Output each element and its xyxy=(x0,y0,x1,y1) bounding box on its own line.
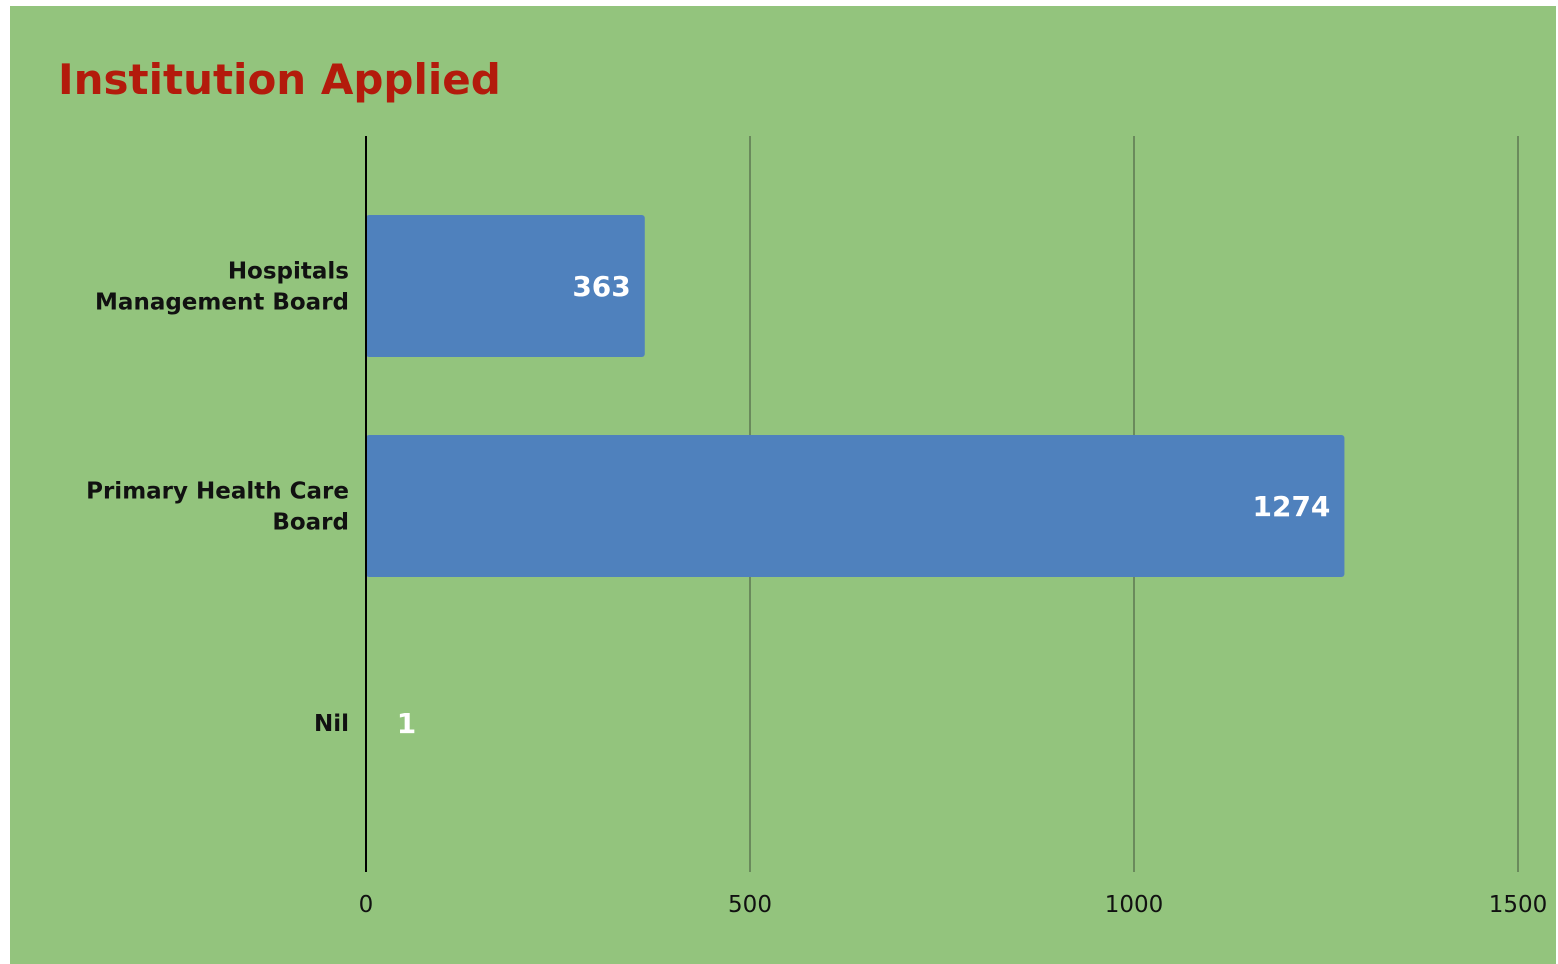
category-label: Board xyxy=(272,510,349,536)
category-label: Nil xyxy=(314,711,349,737)
category-label: Hospitals xyxy=(228,259,349,285)
x-tick-label: 0 xyxy=(359,892,374,918)
bar-1 xyxy=(366,435,1345,577)
category-label: Primary Health Care xyxy=(86,479,349,505)
bar-chart: 0 500 1000 1500 363 Hospitals Management Board… xyxy=(10,6,1556,964)
x-tick-label: 500 xyxy=(728,892,772,918)
data-label: 1274 xyxy=(1252,490,1330,523)
chart-title: Institution Applied xyxy=(58,55,501,104)
chart-panel: 0 500 1000 1500 363 Hospitals Management Board… xyxy=(10,6,1556,964)
bar-0 xyxy=(366,215,645,357)
x-tick-label: 1000 xyxy=(1105,892,1164,918)
category-label: Management Board xyxy=(95,290,349,316)
bars xyxy=(366,215,1345,794)
data-label: 1 xyxy=(397,707,416,740)
labels: 0 500 1000 1500 363 Hospitals Management Board… xyxy=(86,259,1547,919)
data-label: 363 xyxy=(572,270,630,303)
x-tick-label: 1500 xyxy=(1489,892,1548,918)
